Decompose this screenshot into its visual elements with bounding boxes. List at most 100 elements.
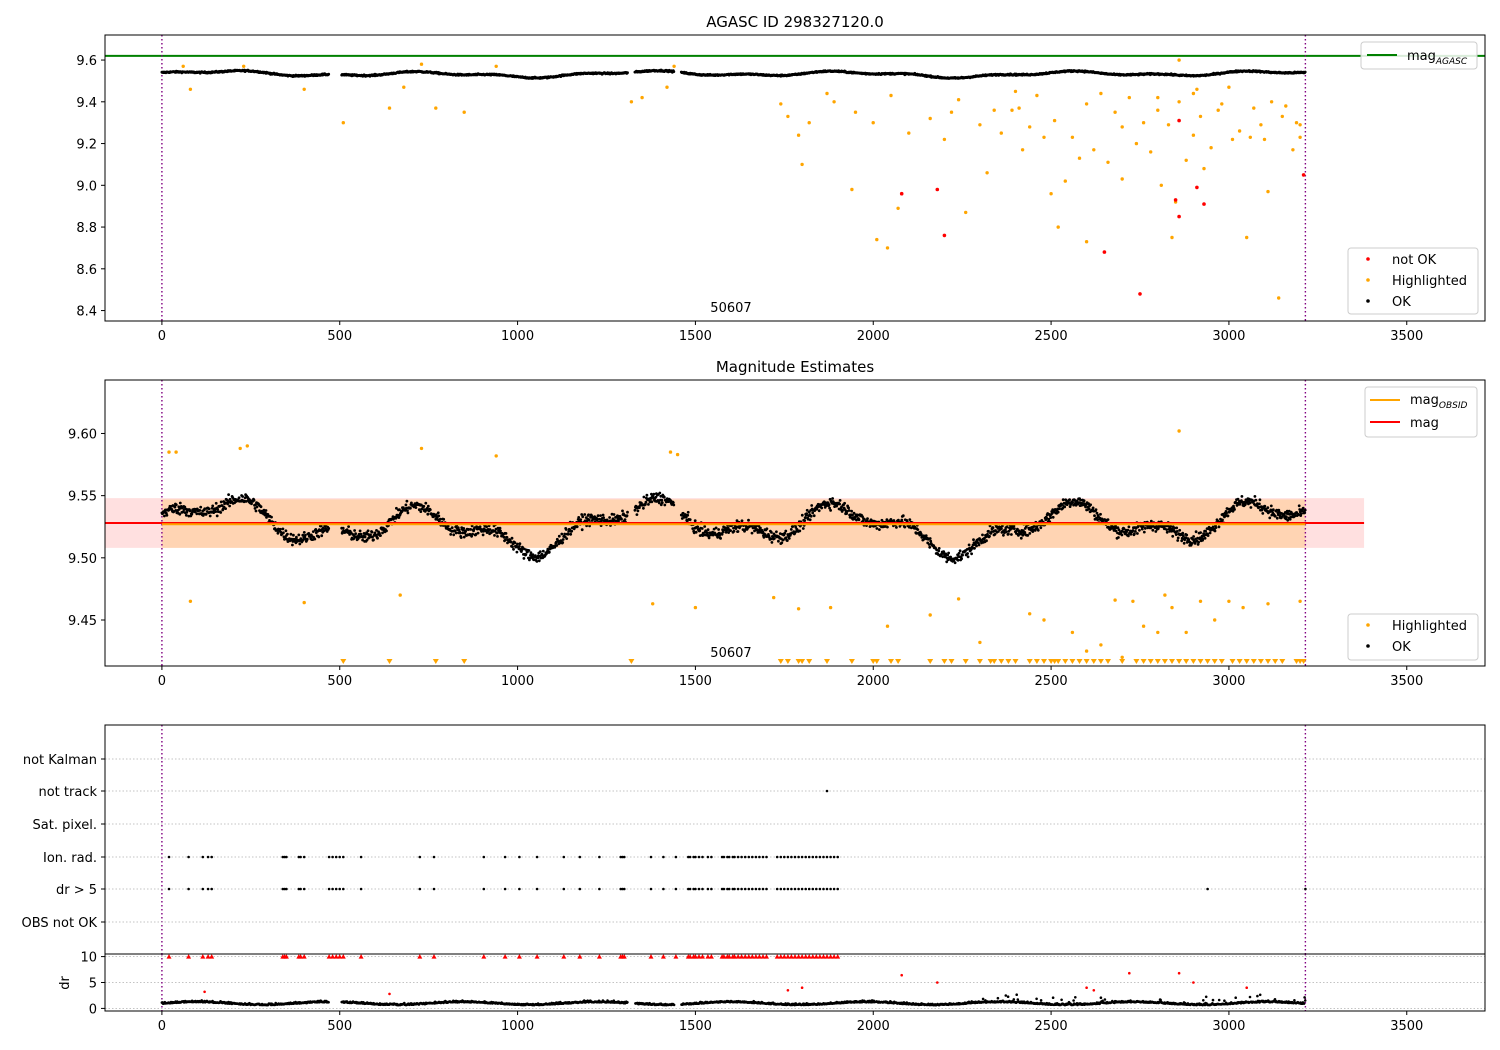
ok-point (847, 506, 850, 510)
ok-point (406, 511, 410, 515)
flag-point (206, 887, 210, 891)
ok-point (414, 506, 418, 509)
ok-point (581, 515, 585, 519)
flag-point (765, 855, 768, 859)
flag-point (790, 855, 793, 859)
ok-point (580, 528, 584, 532)
ok-point (736, 530, 740, 533)
flag-point (822, 855, 825, 859)
not-ok-point (935, 187, 940, 192)
highlighted-point (828, 605, 833, 610)
ok-point (970, 552, 973, 556)
highlighted-point (1209, 146, 1213, 150)
highlighted-point (1280, 114, 1285, 119)
flag-point (697, 887, 701, 891)
ok-point (981, 533, 984, 537)
ok-point (583, 513, 587, 516)
ok-point (1182, 541, 1186, 545)
highlighted-point (387, 106, 392, 110)
highlighted-point (1284, 104, 1288, 108)
ok-point (428, 508, 432, 512)
ok-point (847, 509, 851, 512)
ok-point (1192, 535, 1195, 538)
x-tick-label: 0 (158, 329, 166, 344)
flag-point (747, 887, 751, 891)
ok-point (282, 531, 285, 535)
flag-point (775, 855, 779, 859)
ok-point (791, 525, 795, 528)
highlighted-point (964, 210, 968, 215)
ok-point (1023, 531, 1027, 534)
x-tick-label: 500 (327, 674, 352, 689)
ok-point (784, 529, 788, 533)
ok-point (1127, 525, 1131, 529)
y-tick-label: 9.45 (68, 614, 97, 629)
flag-point (758, 855, 761, 859)
ok-point (228, 504, 232, 508)
ok-point (1154, 530, 1158, 533)
ok-point (686, 513, 690, 517)
ok-point (1217, 525, 1221, 529)
ok-point (707, 536, 711, 540)
ok-point (732, 529, 736, 533)
not-ok-point (1301, 173, 1306, 177)
highlighted-point (1259, 123, 1263, 127)
flag-point (201, 855, 205, 859)
ok-point (803, 516, 807, 520)
ok-point (363, 535, 367, 539)
ok-point (973, 546, 976, 550)
flag-point (562, 887, 566, 891)
ok-point (476, 531, 480, 535)
ok-point (729, 529, 732, 532)
flag-point (804, 887, 807, 891)
x-tick-label: 3000 (1212, 329, 1245, 344)
x-tick-label: 3000 (1212, 674, 1245, 689)
highlighted-point (1191, 91, 1196, 96)
flag-point (342, 855, 345, 859)
highlighted-point (885, 246, 890, 250)
ok-point (163, 514, 166, 518)
ok-point (1199, 531, 1202, 534)
flag-point (736, 887, 740, 891)
panel-2-point-legend: Highlighted OK (1347, 613, 1479, 661)
ok-point (376, 536, 379, 540)
ok-point (511, 545, 514, 549)
flag-point (825, 855, 829, 859)
ok-point (698, 529, 702, 533)
ok-point (805, 512, 809, 516)
ok-point (1175, 526, 1179, 530)
ok-point (214, 510, 218, 513)
highlighted-point (1131, 599, 1135, 603)
ok-point (929, 539, 933, 543)
highlighted-point (772, 595, 776, 600)
ok-point (650, 500, 654, 504)
ok-point (960, 557, 963, 561)
flag-point (302, 887, 306, 891)
highlighted-point (302, 600, 306, 605)
ok-point (1140, 527, 1144, 531)
flag-point (331, 855, 334, 859)
highlighted-point (1084, 240, 1089, 244)
highlighted-point (1213, 618, 1217, 622)
flag-point (432, 887, 436, 891)
highlighted-point (1298, 135, 1302, 139)
ok-point (1091, 506, 1095, 510)
ok-point (327, 72, 331, 76)
ok-point (784, 536, 788, 539)
legend-entry-mag-obsid: mag (1410, 393, 1439, 408)
ok-point (462, 527, 466, 530)
flag-point (733, 887, 736, 891)
highlighted-point (1035, 93, 1039, 98)
flag-category-label: Sat. pixel. (33, 818, 97, 833)
ok-point (535, 560, 539, 563)
ok-point (621, 509, 624, 513)
ok-point (1303, 70, 1307, 74)
panel-1-title: AGASC ID 298327120.0 (706, 13, 884, 31)
flag-category-label: OBS not OK (22, 916, 98, 931)
ok-point (694, 530, 698, 534)
ok-point (1056, 510, 1060, 514)
highlighted-point (928, 613, 932, 617)
highlighted-point (1170, 605, 1174, 610)
not-ok-point (1177, 118, 1181, 123)
ok-point (522, 557, 526, 560)
